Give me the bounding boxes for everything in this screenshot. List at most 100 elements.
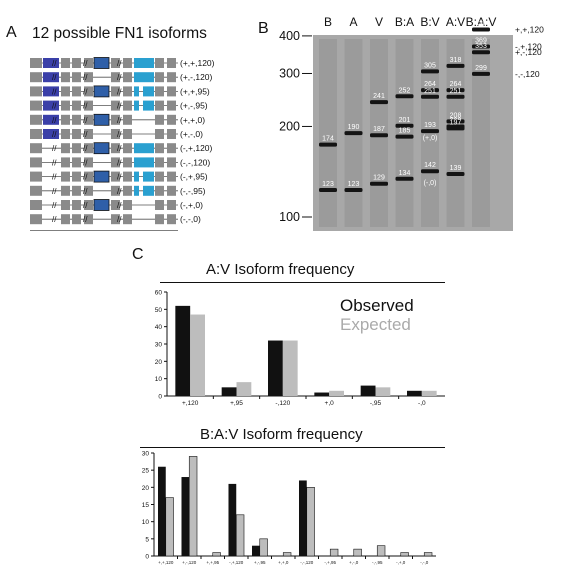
band-label: 305 — [424, 62, 436, 69]
exon-block — [61, 157, 70, 168]
bar-expected — [190, 314, 205, 396]
gel-band — [319, 187, 337, 192]
exon-block — [155, 72, 164, 83]
bar-expected — [306, 487, 315, 557]
isoform-row: // // // (-,-,120) — [30, 157, 210, 168]
band-label: 252 — [399, 87, 411, 94]
x-tick-label: +,+,0 — [278, 560, 289, 565]
gel-band — [370, 133, 388, 138]
exon-block — [84, 214, 93, 225]
gel-band — [446, 171, 465, 176]
bar-expected — [423, 552, 433, 557]
band-label: 420 — [475, 21, 487, 28]
x-tick-label: -,-,0 — [420, 560, 428, 565]
y-tick-label: 20 — [142, 485, 150, 492]
break-mark: // — [83, 116, 88, 125]
bar-expected — [376, 545, 386, 557]
bar-observed — [268, 340, 283, 396]
exon-block — [84, 129, 93, 139]
exon-block — [123, 171, 132, 182]
break-mark: // — [117, 144, 122, 153]
v-region-part — [134, 100, 139, 111]
exon-block — [123, 185, 132, 196]
exon-block — [167, 157, 176, 168]
exon-block — [123, 58, 132, 68]
break-mark: // — [83, 130, 88, 139]
exon-block — [30, 129, 42, 139]
exon-block — [167, 214, 176, 225]
exon-block — [61, 129, 70, 139]
isoform-row: // // // (-,-,95) — [30, 185, 206, 196]
isoform-label: (-,-,95) — [180, 186, 206, 196]
exon-block — [155, 214, 164, 225]
exon-block — [123, 114, 132, 125]
y-tick-label: 5 — [145, 536, 149, 543]
y-tick-label: 10 — [155, 376, 163, 383]
v-region-full — [134, 157, 154, 168]
isoform-row: // // // (-,-,0) — [30, 214, 201, 225]
break-mark: // — [52, 158, 57, 167]
eiiia-exon — [93, 113, 110, 126]
exon-block — [155, 58, 164, 68]
chart1-title: A:V Isoform frequency — [206, 261, 355, 278]
break-mark: // — [83, 201, 88, 210]
exon-block — [72, 58, 81, 68]
isoform-label: (+,-,0) — [180, 129, 203, 139]
band-label: 208 — [450, 112, 462, 119]
isoform-row: // // // (+,+,95) — [30, 85, 210, 98]
gel-band — [446, 94, 465, 99]
band-label: 142 — [424, 162, 436, 169]
isoform-row: // // // (-,+,95) — [30, 170, 208, 183]
exon-block — [123, 100, 132, 111]
gel-lane — [446, 39, 465, 227]
break-mark: // — [117, 130, 122, 139]
eiiia-exon — [93, 85, 110, 98]
isoform-label: (+,+,0) — [180, 115, 205, 125]
band-label: 251 — [424, 88, 436, 95]
exon-block — [167, 129, 176, 139]
exon-block — [155, 129, 164, 139]
bar-observed — [228, 483, 237, 556]
exon-block — [111, 86, 120, 97]
exon-block — [123, 143, 132, 154]
break-mark: // — [52, 116, 57, 125]
exon-block — [30, 143, 42, 154]
isoform-label: (+,+,120) — [180, 58, 215, 68]
bar-expected — [329, 548, 339, 557]
exon-block — [155, 157, 164, 168]
gel-band — [421, 129, 439, 134]
v-region-part — [134, 86, 139, 97]
exon-block — [30, 72, 42, 83]
exon-block — [72, 214, 81, 225]
v-region-full — [134, 72, 154, 83]
break-mark: // — [52, 187, 57, 196]
exon-block — [167, 86, 176, 97]
isoform-label: (-,+,0) — [180, 200, 203, 210]
x-tick-label: -,0 — [418, 400, 426, 407]
marker-label: 200 — [279, 119, 300, 133]
break-mark: // — [83, 215, 88, 224]
x-tick-label: -,+,120 — [229, 560, 244, 565]
v-region-part — [143, 171, 154, 182]
chart1: 0 10 20 30 40 50 60 +,120 +,95 -,120 +,0 -,95 -,0 — [155, 290, 445, 407]
panel-c-label: C — [132, 246, 144, 263]
lane-label: V — [375, 15, 383, 29]
y-tick-label: 30 — [142, 451, 150, 458]
isoform-label: (-,-,0) — [180, 214, 201, 224]
gel-band — [446, 88, 465, 93]
y-tick-label: 20 — [155, 359, 163, 366]
marker-label: 300 — [279, 66, 300, 80]
break-mark: // — [52, 87, 57, 96]
isoform-row: // // // (+,-,95) — [30, 100, 208, 111]
band-label: 369 — [475, 37, 487, 44]
exon-block — [84, 200, 93, 210]
x-tick-label: +,+,120 — [158, 560, 174, 565]
gel-band — [395, 134, 414, 139]
exon-block — [167, 143, 176, 154]
gel-band — [395, 94, 414, 99]
gel-band — [370, 181, 388, 186]
break-mark: // — [83, 187, 88, 196]
eiiib-exon — [43, 58, 59, 68]
v-region-full — [134, 143, 154, 154]
v-region-part — [143, 100, 154, 111]
